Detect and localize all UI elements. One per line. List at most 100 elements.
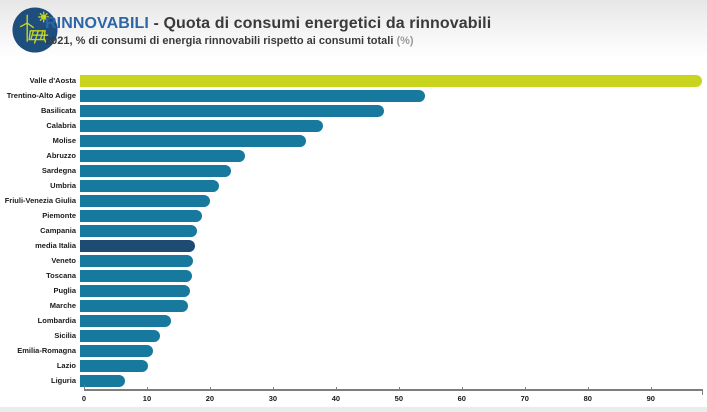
bar-track [80, 329, 703, 342]
renewables-turbine-sun-solar-icon [12, 7, 58, 53]
bar-row: Sicilia [0, 328, 703, 343]
x-axis-tick-label: 30 [268, 394, 278, 403]
bar-track [80, 299, 703, 312]
bar-track [80, 149, 703, 162]
category-label: Sardegna [41, 166, 76, 175]
bar-track [80, 89, 703, 102]
chart-subtitle: 2021, % di consumi di energia rinnovabil… [45, 34, 491, 48]
bar [80, 149, 245, 162]
bar-track [80, 194, 703, 207]
category-label: Campania [40, 226, 76, 235]
bar [80, 254, 194, 267]
category-label: Lazio [56, 361, 76, 370]
header-band [0, 0, 707, 62]
category-label: Molise [52, 136, 76, 145]
category-label: Trentino-Alto Adige [6, 91, 76, 100]
x-axis-tick-label: 50 [394, 394, 404, 403]
bar-track [80, 314, 703, 327]
bar-track [80, 359, 703, 372]
x-axis-tick [272, 387, 274, 389]
bar-row: Umbria [0, 178, 703, 193]
page-title: RINNOVABILI - Quota di consumi energetic… [45, 15, 491, 33]
category-label: Basilicata [40, 106, 76, 115]
bar-row: Campania [0, 223, 703, 238]
bar-row: Basilicata [0, 103, 703, 118]
bar [80, 374, 125, 387]
x-axis-right-cap [702, 389, 703, 395]
bar-track [80, 104, 703, 117]
category-label: Toscana [46, 271, 76, 280]
x-axis: 0 10 20 30 40 50 60 70 80 90 [81, 385, 703, 411]
x-axis-tick [209, 387, 211, 389]
category-label: Piemonte [42, 211, 76, 220]
x-axis-tick-label: 10 [142, 394, 152, 403]
category-label: Umbria [50, 181, 76, 190]
bar-track [80, 74, 703, 87]
bar-row: Lazio [0, 358, 703, 373]
bar-row: Abruzzo [0, 148, 703, 163]
bar-row: Marche [0, 298, 703, 313]
bar [80, 299, 189, 312]
bar-track [80, 164, 703, 177]
bar-track [80, 269, 703, 282]
category-label: Emilia-Romagna [17, 346, 76, 355]
bar-row: Calabria [0, 118, 703, 133]
x-axis-tick [524, 387, 526, 389]
x-axis-tick [650, 387, 652, 389]
bar-track [80, 119, 703, 132]
category-label: Abruzzo [46, 151, 76, 160]
chart-header: RINNOVABILI - Quota di consumi energetic… [45, 15, 491, 48]
bar-row: Lombardia [0, 313, 703, 328]
x-axis-tick [587, 387, 589, 389]
bar-row: Veneto [0, 253, 703, 268]
bar [80, 239, 196, 252]
x-axis-tick [146, 387, 148, 389]
bar-row: Trentino-Alto Adige [0, 88, 703, 103]
bar-track [80, 284, 703, 297]
bar-track [80, 224, 703, 237]
bar [80, 269, 192, 282]
x-axis-tick [84, 387, 85, 389]
bar-track [80, 209, 703, 222]
subtitle-unit: (%) [396, 35, 414, 47]
bar-row: Piemonte [0, 208, 703, 223]
bar [80, 179, 220, 192]
bar [80, 314, 171, 327]
bar [80, 329, 160, 342]
bar [80, 359, 148, 372]
x-axis-tick [398, 387, 400, 389]
bar [80, 284, 191, 297]
x-axis-tick-label: 40 [331, 394, 341, 403]
category-label: Friuli-Venezia Giulia [4, 196, 76, 205]
x-axis-tick-label: 0 [81, 394, 87, 403]
bar-track [80, 134, 703, 147]
bar [80, 224, 198, 237]
x-axis-tick-label: 20 [205, 394, 215, 403]
bar-chart: Valle d'Aosta Trentino-Alto Adige Basilica… [0, 73, 703, 388]
bar [80, 134, 306, 147]
category-label: Sicilia [54, 331, 76, 340]
category-label: Veneto [51, 256, 76, 265]
bar-row: Liguria [0, 373, 703, 388]
bar [80, 164, 231, 177]
category-label: Marche [49, 301, 76, 310]
category-label: Puglia [53, 286, 76, 295]
bar [80, 104, 384, 117]
bar [80, 209, 203, 222]
bar-row: Sardegna [0, 163, 703, 178]
bottom-strip [0, 407, 707, 412]
category-label: media Italia [35, 241, 76, 250]
x-axis-tick-label: 70 [520, 394, 529, 403]
bar [80, 74, 702, 87]
category-label: Valle d'Aosta [29, 76, 76, 85]
bar [80, 119, 323, 132]
x-axis-tick-label: 90 [646, 394, 655, 403]
title-highlight: RINNOVABILI [45, 15, 149, 32]
bar-row: media Italia [0, 238, 703, 253]
bar-track [80, 179, 703, 192]
bar-row: Emilia-Romagna [0, 343, 703, 358]
subtitle-main: 2021, % di consumi di energia rinnovabil… [45, 35, 397, 47]
category-label: Calabria [46, 121, 76, 130]
bar-row: Valle d'Aosta [0, 73, 703, 88]
